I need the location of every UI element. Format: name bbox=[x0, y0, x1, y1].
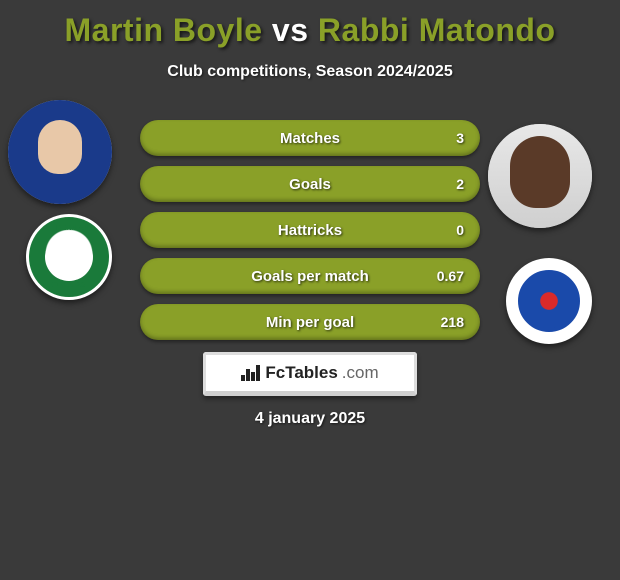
comparison-card: Martin Boyle vs Rabbi Matondo Club compe… bbox=[0, 0, 620, 580]
player1-face bbox=[8, 100, 112, 204]
brand-name: FcTables bbox=[265, 363, 337, 383]
stat-bar-goals: Goals 2 bbox=[140, 166, 480, 202]
stat-value-right: 3 bbox=[456, 130, 464, 146]
stat-label: Hattricks bbox=[278, 222, 342, 239]
player2-club-badge bbox=[506, 258, 592, 344]
stat-bar-mpg: Min per goal 218 bbox=[140, 304, 480, 340]
player1-club-badge: HIBERNIAN EDINBURGH bbox=[26, 214, 112, 300]
stats-list: Matches 3 Goals 2 Hattricks 0 Goals per … bbox=[140, 120, 480, 350]
stat-label: Goals bbox=[289, 176, 331, 193]
fctables-branding[interactable]: FcTables.com bbox=[203, 352, 417, 396]
player2-avatar bbox=[488, 124, 592, 228]
stat-value-right: 2 bbox=[456, 176, 464, 192]
player1-avatar bbox=[8, 100, 112, 204]
stat-bar-gpm: Goals per match 0.67 bbox=[140, 258, 480, 294]
player1-name: Martin Boyle bbox=[65, 12, 263, 48]
stat-bar-hattricks: Hattricks 0 bbox=[140, 212, 480, 248]
vs-text: vs bbox=[272, 12, 309, 48]
stat-label: Matches bbox=[280, 130, 340, 147]
club1-name-top: HIBERNIAN bbox=[29, 225, 109, 232]
page-title: Martin Boyle vs Rabbi Matondo bbox=[0, 0, 620, 49]
bars-chart-icon bbox=[241, 365, 261, 381]
stat-value-right: 0 bbox=[456, 222, 464, 238]
stat-label: Min per goal bbox=[266, 314, 354, 331]
stat-label: Goals per match bbox=[251, 268, 369, 285]
player2-name: Rabbi Matondo bbox=[318, 12, 556, 48]
stat-value-right: 0.67 bbox=[437, 268, 464, 284]
stat-value-right: 218 bbox=[441, 314, 464, 330]
player2-face bbox=[488, 124, 592, 228]
club1-name-bottom: EDINBURGH bbox=[29, 282, 109, 289]
rangers-crest-icon bbox=[518, 270, 580, 332]
stat-bar-matches: Matches 3 bbox=[140, 120, 480, 156]
subtitle: Club competitions, Season 2024/2025 bbox=[0, 63, 620, 81]
brand-suffix: .com bbox=[342, 363, 379, 383]
comparison-date: 4 january 2025 bbox=[0, 410, 620, 428]
